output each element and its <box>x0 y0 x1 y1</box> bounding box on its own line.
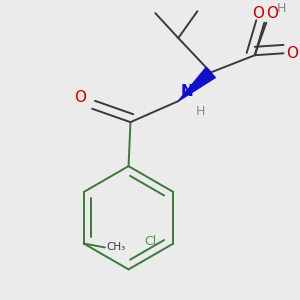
Text: O: O <box>74 90 86 105</box>
Text: O: O <box>266 6 278 21</box>
Text: H: H <box>196 105 205 118</box>
Text: CH₃: CH₃ <box>107 242 126 252</box>
Text: O: O <box>286 46 298 61</box>
Polygon shape <box>178 67 215 101</box>
Text: H: H <box>277 2 286 15</box>
Text: Cl: Cl <box>144 235 156 248</box>
Text: N: N <box>180 84 193 99</box>
Text: O: O <box>252 6 264 21</box>
